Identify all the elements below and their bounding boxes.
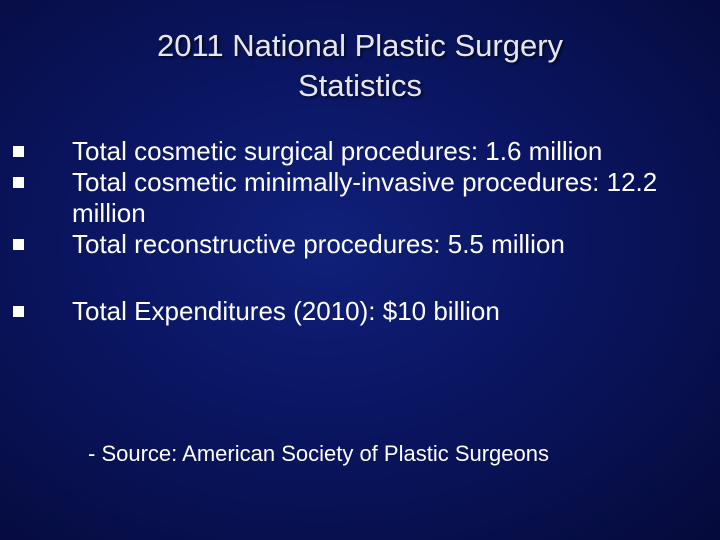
slide-title: 2011 National Plastic Surgery Statistics (60, 26, 660, 106)
bullet-list: Total cosmetic surgical procedures: 1.6 … (13, 136, 702, 327)
square-bullet-icon (13, 306, 24, 317)
square-bullet-icon (13, 239, 24, 250)
bullet-item: Total cosmetic surgical procedures: 1.6 … (13, 136, 702, 167)
bullet-text: Total Expenditures (2010): $10 billion (72, 296, 500, 326)
square-bullet-icon (13, 146, 24, 157)
slide-title-line-1: 2011 National Plastic Surgery (156, 28, 564, 63)
bullet-item: Total Expenditures (2010): $10 billion (13, 296, 702, 327)
bullet-item: Total reconstructive procedures: 5.5 mil… (13, 229, 702, 260)
square-bullet-icon (13, 177, 24, 188)
source-citation: - Source: American Society of Plastic Su… (88, 441, 549, 466)
bullet-text: Total reconstructive procedures: 5.5 mil… (72, 229, 565, 259)
bullet-text: Total cosmetic minimally-invasive proced… (72, 167, 658, 228)
bullet-spacer (72, 260, 702, 296)
bullet-text: Total cosmetic surgical procedures: 1.6 … (72, 136, 603, 166)
bullet-item: Total cosmetic minimally-invasive proced… (13, 167, 702, 229)
slide-title-line-2: Statistics (297, 68, 423, 103)
